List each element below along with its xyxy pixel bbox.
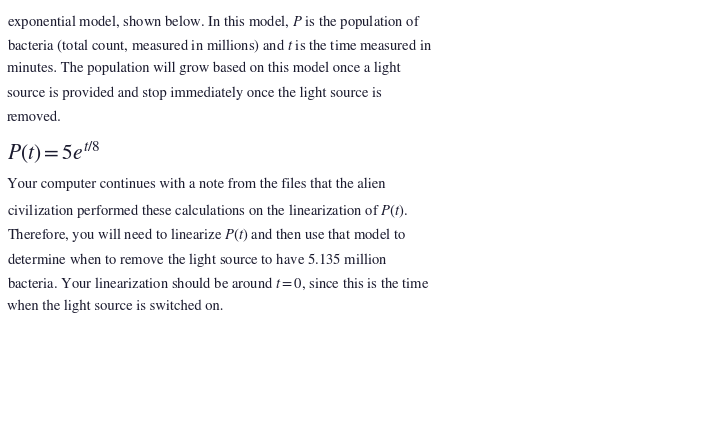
Text: when the light source is switched on.: when the light source is switched on.: [7, 300, 224, 313]
Text: exponential model, shown below. In this model, $P$ is the population of: exponential model, shown below. In this …: [7, 13, 421, 31]
Text: bacteria (total count, measured in millions) and $t$ is the time measured in: bacteria (total count, measured in milli…: [7, 37, 432, 55]
Text: determine when to remove the light source to have $5.135$ million: determine when to remove the light sourc…: [7, 251, 388, 269]
Text: source is provided and stop immediately once the light source is: source is provided and stop immediately …: [7, 86, 382, 100]
Text: $P(t) = 5e^{t/8}$: $P(t) = 5e^{t/8}$: [7, 140, 100, 166]
Text: minutes. The population will grow based on this model once a light: minutes. The population will grow based …: [7, 62, 401, 75]
Text: Therefore, you will need to linearize $P(t)$ and then use that model to: Therefore, you will need to linearize $P…: [7, 226, 407, 244]
Text: removed.: removed.: [7, 111, 62, 124]
Text: civilization performed these calculations on the linearization of $P(t)$.: civilization performed these calculation…: [7, 202, 408, 220]
Text: Your computer continues with a note from the files that the alien: Your computer continues with a note from…: [7, 177, 386, 191]
Text: bacteria. Your linearization should be around $t = 0$, since this is the time: bacteria. Your linearization should be a…: [7, 275, 430, 292]
